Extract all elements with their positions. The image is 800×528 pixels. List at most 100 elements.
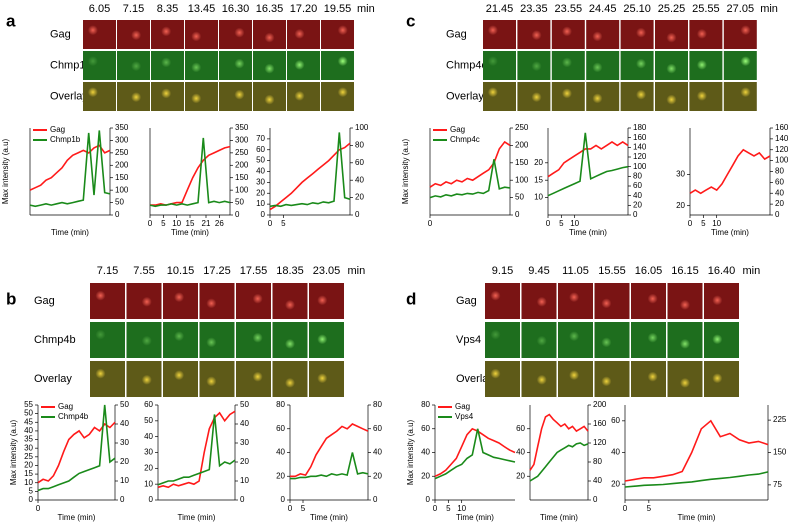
y2-tick-label: 150 [773,448,787,457]
x-tick-label: 26 [215,219,224,228]
x-tick-label: 0 [36,504,41,513]
x-tick-label: 5 [446,504,451,513]
image-spot [569,370,580,381]
image-spot [680,377,690,388]
image-spot [294,28,305,39]
image-spot [592,93,603,104]
y2-tick-label: 0 [120,495,125,504]
image-spot [531,92,542,103]
series-line [624,471,769,488]
image-spot [536,296,547,307]
series-line [624,419,769,482]
time-label: 10.15 [167,265,195,277]
image-tile [90,283,125,319]
y-tick-label: 10 [24,478,33,487]
time-label: 25.25 [658,3,686,15]
legend-label: Chmp4b [58,412,89,421]
image-spot [647,332,658,343]
x-tick-label: 5 [701,219,706,228]
y2-tick-label: 140 [633,142,647,151]
y-tick-label: 20 [534,158,543,167]
image-spot [536,335,547,346]
y-tick-label: 60 [516,424,525,433]
image-spot [680,299,690,310]
x-tick-label: 5 [647,504,652,513]
y-tick-label: 80 [421,400,430,409]
image-spot [636,27,647,38]
image-spot [131,30,142,41]
y-tick-label: 10 [256,199,265,208]
y-axis-label: Max intensity (a.u) [9,419,18,485]
x-tick-label: 0 [288,504,293,513]
y2-tick-label: 50 [235,198,244,207]
time-label: 21.45 [486,3,514,15]
x-tick-label: 5 [281,219,286,228]
image-spot [601,376,612,387]
image-spot [666,63,677,74]
y2-tick-label: 225 [773,415,787,424]
image-tile [586,82,620,111]
time-label: 19.55 [324,3,352,15]
image-spot [487,25,498,36]
y-tick-label: 50 [256,156,265,165]
image-spot [601,337,612,348]
series-line [290,423,369,478]
image-spot [285,377,295,388]
image-spot [95,290,106,301]
image-tile [199,322,235,358]
image-tile [723,82,757,111]
image-spot [490,368,501,379]
y-tick-label: 10 [144,479,153,488]
row-label: Chmp4c [446,59,487,71]
image-tile [483,82,516,111]
image-spot [95,368,106,379]
image-spot [95,329,106,340]
y-tick-label: 40 [256,167,265,176]
image-spot [191,31,202,42]
image-spot [161,57,172,68]
legend-label: Chmp4c [450,135,480,144]
image-tile [586,51,620,80]
y2-tick-label: 60 [373,424,382,433]
series-line [529,442,589,482]
time-label: 16.05 [635,265,663,277]
x-tick-label: 15 [186,219,195,228]
time-label: 17.25 [203,265,231,277]
y2-tick-label: 80 [633,171,642,180]
image-spot [206,298,217,309]
y2-tick-label: 20 [355,193,364,202]
y-tick-label: 0 [261,210,266,219]
time-label: 7.15 [97,265,118,277]
image-spot [569,331,580,342]
legend-label: Chmp1b [50,135,81,144]
y2-tick-label: 160 [633,133,647,142]
y-tick-label: 0 [281,495,286,504]
series-line [157,410,236,489]
image-spot [712,373,723,384]
image-tile [485,361,520,397]
x-tick-label: 0 [433,504,438,513]
image-spot [87,25,98,36]
time-label: 16.35 [256,3,284,15]
series-line [150,145,231,206]
image-spot [337,56,348,67]
row-label: Gag [50,28,71,40]
image-tile [321,82,354,111]
y2-tick-label: 250 [515,123,529,132]
y2-tick-label: 100 [115,185,129,194]
row-label: Overlay [34,373,72,385]
row-label: Overlay [456,373,494,385]
image-spot [174,331,185,342]
y-tick-label: 0 [426,495,431,504]
y-tick-label: 20 [676,201,685,210]
y-tick-label: 40 [421,448,430,457]
y-axis-label: Max intensity (a.u) [406,419,415,485]
time-label: 16.15 [671,265,699,277]
y2-tick-label: 150 [115,173,129,182]
series-line [37,404,116,492]
row-label: Chmp1b [50,59,92,71]
y2-tick-label: 30 [240,438,249,447]
image-spot [141,296,152,307]
image-spot [337,87,348,98]
time-label: 23.55 [555,3,583,15]
